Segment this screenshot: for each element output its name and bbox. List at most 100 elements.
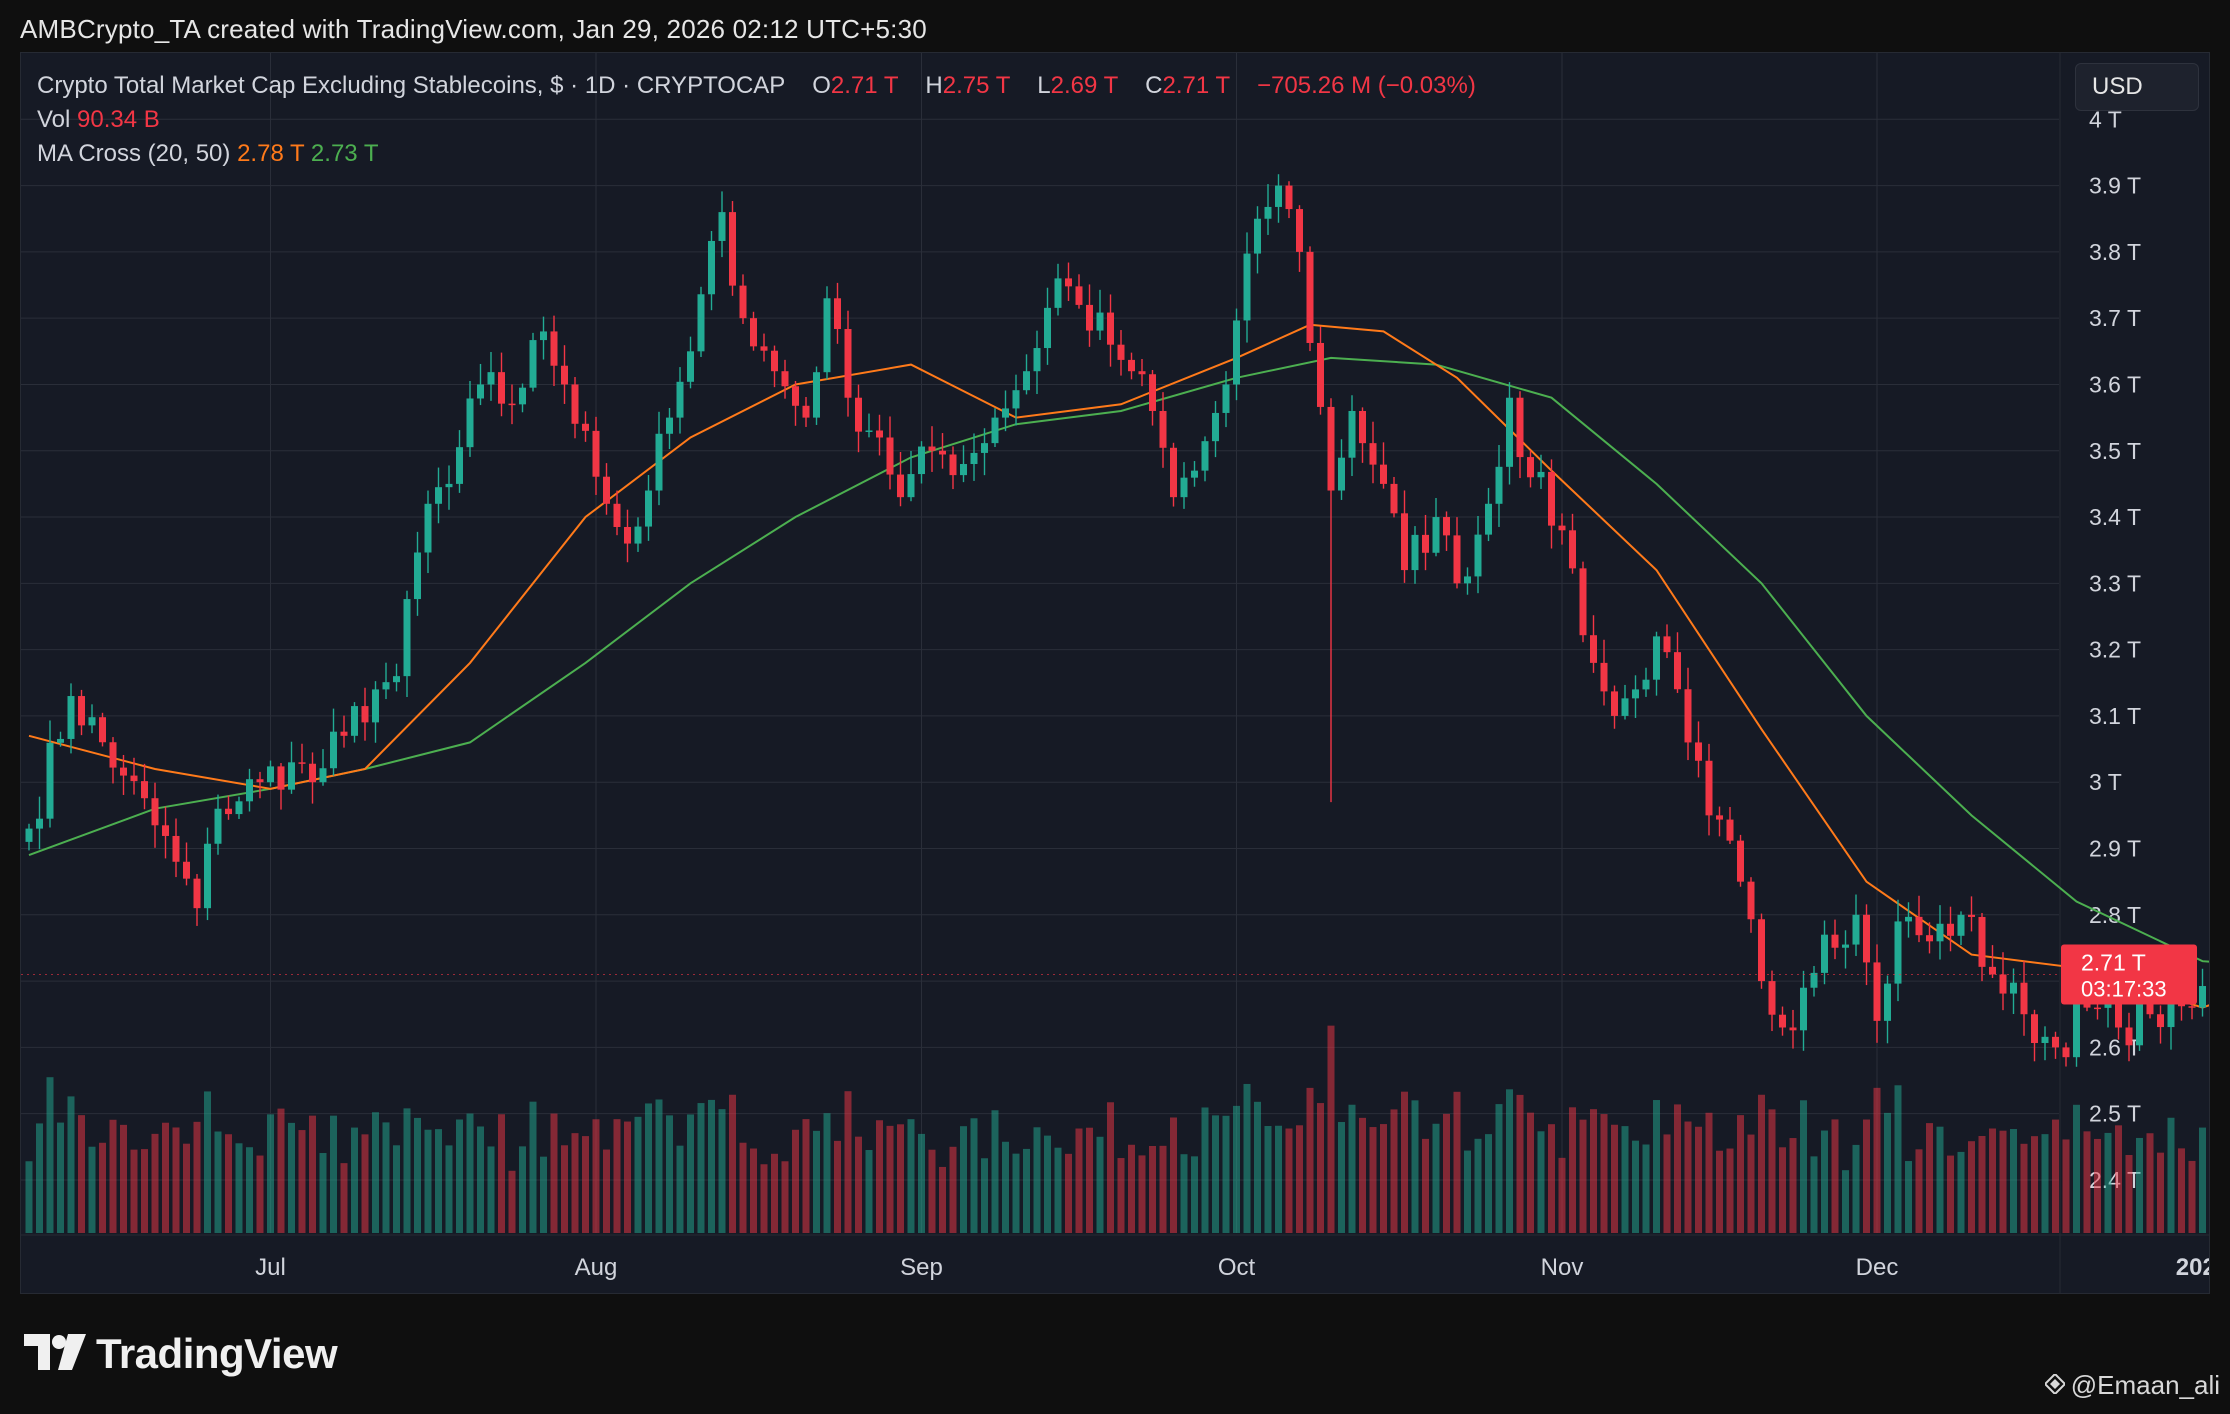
volume-bar: [1737, 1115, 1744, 1233]
volume-bar: [424, 1129, 432, 1233]
candle-body: [844, 329, 852, 398]
ma-slow-value: 2.73 T: [310, 140, 379, 167]
ma-cross-legend-row[interactable]: MA Cross (20, 50) 2.78 T 2.73 T: [37, 137, 1476, 171]
volume-bar: [1191, 1156, 1198, 1233]
volume-bar: [1411, 1100, 1419, 1233]
volume-bar: [403, 1108, 411, 1233]
candle-body: [1317, 342, 1324, 407]
candle-body: [1159, 410, 1167, 448]
candle-body: [2052, 1036, 2059, 1048]
volume-bar: [949, 1146, 957, 1233]
candle-body: [1170, 447, 1177, 498]
candle-body: [750, 318, 757, 347]
volume-bar: [1054, 1147, 1062, 1233]
candle-body: [2199, 986, 2206, 1008]
volume-bar: [1978, 1135, 1986, 1233]
candle-body: [1212, 412, 1219, 442]
candle-body: [67, 696, 75, 739]
candle-body: [1390, 483, 1398, 514]
volume-bar: [351, 1127, 358, 1233]
candle-body: [1936, 923, 1944, 942]
candle-body: [781, 371, 789, 387]
volume-bar: [151, 1133, 159, 1233]
candle-body: [1506, 397, 1513, 467]
volume-bar: [1495, 1104, 1503, 1233]
volume-label: Vol: [37, 106, 71, 133]
open-value: 2.71 T: [830, 72, 899, 99]
candle-body: [1653, 636, 1660, 680]
candle-body: [498, 372, 505, 404]
volume-bar: [1453, 1091, 1461, 1233]
y-tick-label: 3.4 T: [2089, 504, 2141, 530]
candle-body: [120, 767, 127, 776]
volume-bar: [1212, 1115, 1219, 1233]
candle-body: [949, 454, 957, 476]
volume-bar: [256, 1155, 264, 1233]
candle-body: [718, 212, 726, 241]
candle-body: [1422, 534, 1429, 553]
volume-bar: [1884, 1112, 1891, 1233]
volume-bar: [267, 1114, 274, 1233]
volume-bar: [1201, 1107, 1209, 1233]
candle-body: [1926, 935, 1933, 942]
volume-legend-row[interactable]: Vol 90.34 B: [37, 103, 1476, 137]
candle-body: [36, 818, 43, 829]
candle-body: [687, 351, 694, 382]
candle-body: [1348, 410, 1356, 458]
volume-bar: [582, 1136, 589, 1233]
volume-bar: [519, 1146, 526, 1233]
volume-bar: [1264, 1126, 1272, 1233]
candle-body: [2062, 1047, 2070, 1058]
price-chart[interactable]: 4 T3.9 T3.8 T3.7 T3.6 T3.5 T3.4 T3.3 T3.…: [21, 53, 2209, 1293]
chart-panel[interactable]: 4 T 3.9 T 3.8 T 3.7 T 3.6 T 3.5 T 3.4 T 3.3 T 3.…: [20, 52, 2210, 1294]
volume-bar: [487, 1146, 495, 1233]
volume-bar: [991, 1110, 999, 1233]
candle-body: [1978, 916, 1986, 967]
candle-body: [393, 676, 400, 683]
ma-fast-line: [28, 323, 2209, 1009]
candle-body: [1768, 981, 1776, 1015]
currency-button[interactable]: USD: [2075, 63, 2199, 111]
volume-bar: [844, 1091, 852, 1233]
candle-body: [1726, 819, 1734, 841]
volume-bar: [886, 1125, 894, 1233]
volume-bar: [1359, 1117, 1366, 1233]
candle-body: [2157, 1014, 2164, 1028]
volume-bar: [1023, 1148, 1030, 1233]
volume-bar: [1348, 1104, 1356, 1233]
volume-bar: [1957, 1151, 1965, 1233]
candle-body: [592, 430, 600, 477]
volume-bar: [1327, 1025, 1335, 1233]
volume-bar: [981, 1158, 988, 1233]
volume-bar: [1600, 1114, 1608, 1233]
candle-body: [1107, 312, 1114, 345]
candle-body: [1915, 916, 1923, 936]
candle-body: [2167, 989, 2175, 1028]
volume-bar: [781, 1161, 789, 1233]
candle-body: [130, 775, 138, 782]
volume-bar: [214, 1131, 222, 1233]
volume-bar: [624, 1121, 631, 1233]
volume-bar: [939, 1166, 946, 1233]
symbol-legend-row[interactable]: Crypto Total Market Cap Excluding Stable…: [37, 69, 1476, 103]
candle-body: [1086, 304, 1093, 331]
y-tick-label: 2.6 T: [2089, 1034, 2141, 1060]
x-tick-label: Oct: [1218, 1254, 1256, 1281]
volume-bar: [960, 1126, 967, 1233]
candle-body: [1852, 914, 1860, 945]
candle-body: [466, 398, 474, 448]
volume-bar: [498, 1114, 505, 1233]
candle-body: [1569, 530, 1576, 569]
volume-bar: [1401, 1091, 1408, 1233]
candle-body: [792, 386, 799, 406]
candle-body: [1779, 1014, 1786, 1028]
volume-bar: [319, 1153, 327, 1233]
volume-bar: [393, 1145, 400, 1233]
tradingview-brand[interactable]: TradingView: [24, 1330, 338, 1378]
x-tick-label: Aug: [575, 1254, 618, 1281]
candle-body: [2041, 1036, 2049, 1043]
candle-body: [676, 381, 684, 418]
chart-credit-line: AMBCrypto_TA created with TradingView.co…: [20, 14, 927, 44]
volume-bar: [1789, 1138, 1797, 1233]
volume-bar: [414, 1117, 421, 1233]
